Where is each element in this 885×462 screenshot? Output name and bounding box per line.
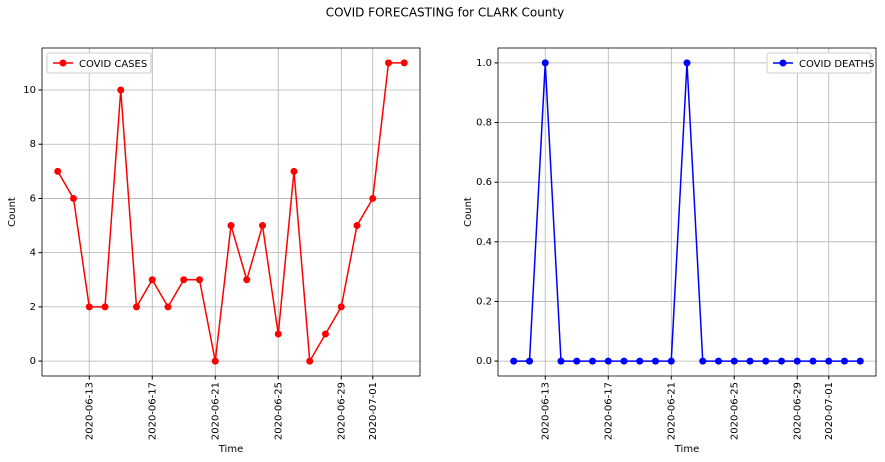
data-point <box>636 357 644 365</box>
data-point <box>510 357 518 365</box>
legend-marker <box>779 59 787 67</box>
data-point <box>573 357 581 365</box>
data-point <box>337 303 345 311</box>
y-tick-label: 4 <box>30 248 36 259</box>
y-axis-label: Count <box>7 197 18 227</box>
data-point <box>541 59 549 67</box>
data-point <box>274 330 282 338</box>
data-point <box>211 357 219 365</box>
data-point <box>117 86 125 94</box>
x-axis-label: Time <box>674 444 699 455</box>
data-point <box>589 357 596 365</box>
plot-frame <box>497 47 877 377</box>
data-point <box>54 167 62 175</box>
legend-box <box>766 52 872 74</box>
x-tick-label: 2020-07-01 <box>824 382 835 440</box>
x-tick-label: 2020-06-29 <box>792 382 803 440</box>
x-tick-label: 2020-06-21 <box>210 382 221 440</box>
data-point <box>306 357 314 365</box>
legend-label: COVID DEATHS <box>799 59 874 70</box>
y-axis-label: Count <box>463 197 474 227</box>
data-point <box>385 59 392 67</box>
x-tick-label: 2020-06-13 <box>84 382 95 440</box>
data-point <box>557 357 565 365</box>
y-tick-label: 0.4 <box>476 237 492 248</box>
y-tick-label: 10 <box>23 85 36 96</box>
legend-label: COVID CASES <box>79 59 147 70</box>
data-point <box>164 303 172 311</box>
data-point <box>369 194 377 202</box>
y-tick-label: 2 <box>30 302 36 313</box>
y-tick-label: 0.2 <box>476 296 492 307</box>
legend-marker <box>59 59 67 67</box>
data-point <box>778 357 785 365</box>
data-point <box>227 222 235 230</box>
x-tick-label: 2020-06-21 <box>666 382 677 440</box>
y-tick-label: 8 <box>30 139 36 150</box>
x-tick-label: 2020-06-17 <box>147 382 158 440</box>
x-axis-label: Time <box>218 444 243 455</box>
data-point <box>809 357 817 365</box>
data-point <box>683 59 691 67</box>
y-tick-label: 0 <box>30 356 36 367</box>
data-point <box>290 167 298 175</box>
x-tick-label: 2020-07-01 <box>368 382 379 440</box>
data-point <box>400 59 408 67</box>
data-point <box>353 222 361 230</box>
data-point <box>667 357 675 365</box>
data-point <box>243 276 251 284</box>
y-tick-label: 6 <box>30 193 36 204</box>
data-point <box>841 357 848 365</box>
data-point <box>70 194 77 202</box>
y-tick-label: 0.0 <box>476 356 492 367</box>
data-point <box>652 357 659 365</box>
data-point <box>856 357 864 365</box>
data-point <box>699 357 707 365</box>
data-point <box>148 276 156 284</box>
x-tick-label: 2020-06-25 <box>729 382 740 440</box>
data-point <box>825 357 833 365</box>
data-point <box>101 303 109 311</box>
x-tick-label: 2020-06-29 <box>336 382 347 440</box>
data-point <box>793 357 801 365</box>
data-point <box>620 357 628 365</box>
data-point <box>730 357 738 365</box>
data-point <box>133 303 140 311</box>
data-point <box>762 357 770 365</box>
data-point <box>180 276 188 284</box>
data-point <box>715 357 722 365</box>
y-tick-label: 0.6 <box>476 177 492 188</box>
figure-title: COVID FORECASTING for CLARK County <box>326 6 564 20</box>
data-point <box>196 276 203 284</box>
data-point <box>526 357 533 365</box>
data-point <box>746 357 754 365</box>
data-point <box>85 303 93 311</box>
x-tick-label: 2020-06-25 <box>273 382 284 440</box>
plot-frame <box>41 47 421 377</box>
data-point <box>259 222 266 230</box>
y-tick-label: 0.8 <box>476 118 492 129</box>
y-tick-label: 1.0 <box>476 58 492 69</box>
x-tick-label: 2020-06-17 <box>603 382 614 440</box>
data-point <box>322 330 329 338</box>
data-point <box>604 357 612 365</box>
legend-box <box>46 52 152 74</box>
x-tick-label: 2020-06-13 <box>540 382 551 440</box>
